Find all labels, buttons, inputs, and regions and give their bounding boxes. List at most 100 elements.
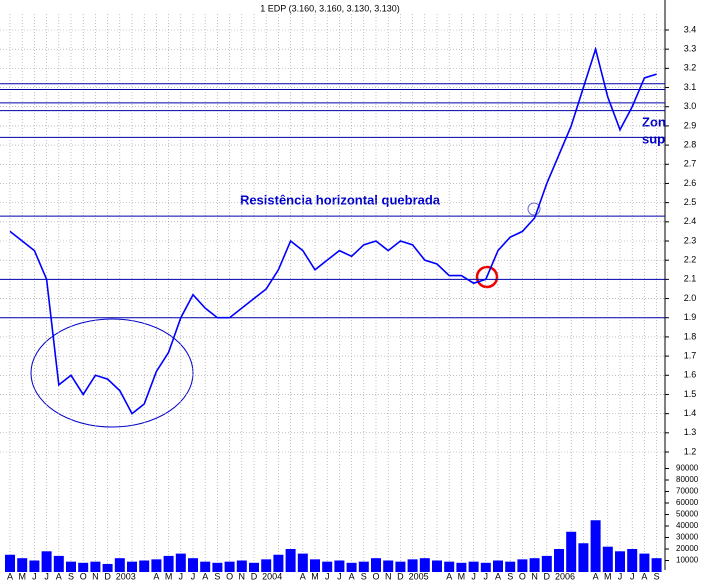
- x-tick-label: M: [311, 571, 319, 581]
- x-tick-label: M: [604, 571, 612, 581]
- y-tick-label: 3.4: [684, 24, 697, 34]
- volume-bar: [444, 561, 455, 572]
- y-tick-label: 2.2: [684, 255, 697, 265]
- volume-bar: [371, 558, 381, 572]
- x-tick-label: S: [507, 571, 513, 581]
- volume-bar: [297, 553, 308, 572]
- x-tick-label: A: [7, 571, 13, 581]
- volume-bar: [273, 554, 284, 572]
- x-tick-label: A: [495, 571, 501, 581]
- volume-bar: [468, 561, 479, 572]
- volume-bar: [188, 558, 198, 572]
- x-tick-label: D: [397, 571, 404, 581]
- volume-bar: [590, 520, 601, 572]
- chart-title: 1 EDP (3.160, 3.160, 3.130, 3.130): [260, 3, 399, 13]
- x-tick-label: J: [179, 571, 184, 581]
- volume-bar: [151, 559, 162, 572]
- y2-tick-label: 50000: [676, 510, 699, 519]
- x-tick-label: J: [618, 571, 623, 581]
- volume-bar: [505, 561, 516, 572]
- volume-bar: [102, 563, 113, 572]
- volume-bar: [224, 561, 235, 572]
- x-tick-label: O: [372, 571, 379, 581]
- smiley-icon: [527, 202, 541, 216]
- x-tick-label: J: [484, 571, 489, 581]
- x-tick-label: D: [251, 571, 258, 581]
- y-tick-label: 2.3: [684, 235, 697, 245]
- y2-tick-label: 10000: [676, 556, 699, 565]
- volume-bar: [78, 562, 89, 572]
- x-tick-label: S: [654, 571, 660, 581]
- x-tick-label: A: [300, 571, 306, 581]
- volume-bar: [29, 560, 40, 572]
- x-tick-label: 2005: [409, 571, 429, 581]
- volume-bar: [493, 560, 503, 572]
- y-tick-label: 2.9: [684, 120, 697, 130]
- volume-bar: [53, 555, 64, 572]
- volume-bar: [407, 559, 418, 572]
- volume-bar: [602, 546, 613, 572]
- y-tick-label: 1.7: [684, 350, 697, 360]
- volume-bar: [395, 561, 406, 572]
- x-tick-label: 2006: [555, 571, 575, 581]
- x-tick-label: A: [593, 571, 599, 581]
- volume-bar: [114, 558, 125, 572]
- x-tick-label: J: [191, 571, 196, 581]
- x-tick-label: J: [325, 571, 330, 581]
- volume-bar: [615, 551, 625, 572]
- x-tick-label: S: [214, 571, 220, 581]
- volume-bar: [310, 559, 320, 572]
- x-tick-label: O: [519, 571, 526, 581]
- volume-bar: [456, 562, 467, 572]
- volume-bar: [419, 558, 430, 572]
- volume-bar: [139, 560, 150, 572]
- volume-bar: [566, 531, 577, 572]
- breakout-circle: [475, 265, 499, 289]
- highlight-ellipse: [30, 318, 194, 428]
- x-tick-label: N: [385, 571, 392, 581]
- y-tick-label: 2.4: [684, 216, 697, 226]
- x-tick-label: O: [80, 571, 87, 581]
- annotation: Resistência horizontal quebrada: [240, 192, 441, 207]
- x-tick-label: S: [361, 571, 367, 581]
- y-tick-label: 2.5: [684, 197, 697, 207]
- y-tick-label: 2.1: [684, 274, 697, 284]
- x-tick-label: J: [32, 571, 37, 581]
- volume-bar: [127, 561, 137, 572]
- x-tick-label: A: [446, 571, 452, 581]
- volume-bar: [66, 561, 76, 572]
- volume-bar: [651, 558, 662, 572]
- volume-bar: [639, 553, 650, 572]
- x-tick-label: M: [18, 571, 26, 581]
- volume-bar: [236, 560, 247, 572]
- y-tick-label: 3.3: [684, 44, 697, 54]
- x-tick-label: M: [165, 571, 173, 581]
- x-tick-label: D: [544, 571, 551, 581]
- x-tick-label: A: [56, 571, 62, 581]
- volume-bar: [358, 561, 369, 572]
- price-line: [9, 46, 657, 415]
- y-tick-label: 2.6: [684, 178, 697, 188]
- volume-bar: [90, 561, 101, 572]
- y-tick-label: 3.1: [684, 82, 697, 92]
- x-tick-label: J: [44, 571, 49, 581]
- x-tick-label: A: [202, 571, 208, 581]
- x-tick-label: 2003: [116, 571, 136, 581]
- x-tick-label: J: [337, 571, 342, 581]
- y-tick-label: 1.3: [684, 427, 697, 437]
- y-tick-label: 3.2: [684, 63, 697, 73]
- x-tick-label: S: [68, 571, 74, 581]
- x-tick-label: J: [630, 571, 635, 581]
- y-tick-label: 3.0: [684, 101, 697, 111]
- y2-tick-label: 20000: [676, 544, 699, 553]
- y2-tick-label: 90000: [676, 464, 699, 473]
- volume-bar: [334, 560, 345, 572]
- x-tick-label: A: [153, 571, 159, 581]
- y2-tick-label: 70000: [676, 487, 699, 496]
- x-tick-label: N: [92, 571, 99, 581]
- volume-bar: [175, 553, 186, 572]
- y-tick-label: 1.4: [684, 408, 697, 418]
- y2-tick-label: 80000: [676, 475, 699, 484]
